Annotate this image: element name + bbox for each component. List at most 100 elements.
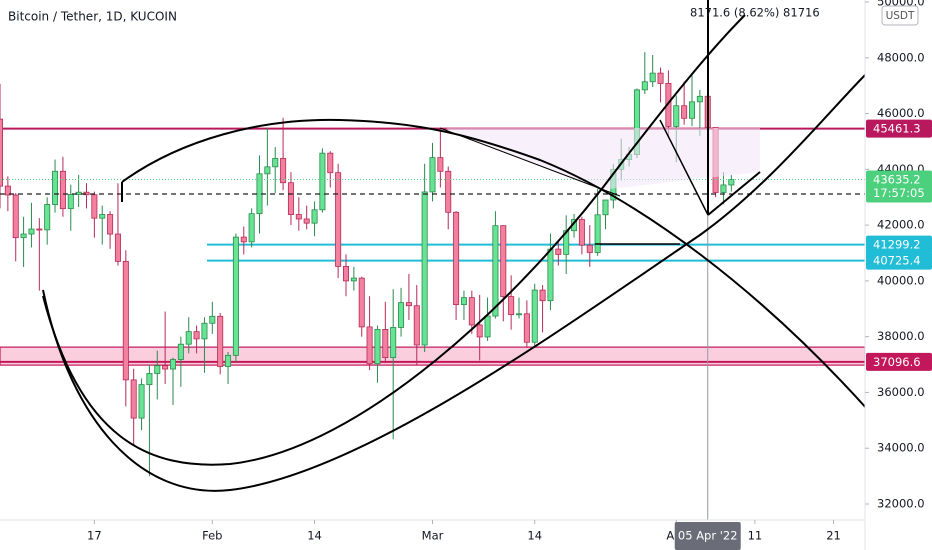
candle-body (460, 297, 467, 305)
candle-body (673, 105, 680, 127)
candle-body (177, 343, 184, 360)
unit-label: USDT (886, 10, 915, 22)
candle-body (107, 214, 114, 235)
thin-trendline (439, 127, 621, 197)
candle-body (52, 170, 59, 205)
candle-body (154, 365, 161, 374)
candle-body (12, 194, 19, 239)
candles (0, 0, 865, 520)
candle-body (602, 199, 609, 216)
candle-body (0, 118, 3, 187)
candle-body (405, 302, 412, 307)
candle-body (146, 373, 153, 386)
bowl-curve-inner (42, 14, 746, 466)
candle-body (390, 327, 397, 358)
trendlines (0, 0, 869, 492)
x-tick-label: 14 (527, 529, 542, 543)
y-tick-label: 50000.0 (877, 0, 925, 9)
candle-body (20, 233, 27, 239)
candle-body (516, 313, 523, 316)
candle-body (484, 315, 491, 338)
candle-body (342, 265, 349, 282)
price-axis-bg (865, 0, 932, 550)
chart-title: Bitcoin / Tether, 1D, KUCOIN (8, 10, 177, 24)
candle-body (287, 182, 294, 215)
candle-body (641, 81, 648, 91)
y-tick-label: 32000.0 (877, 496, 925, 510)
candle-body (547, 248, 554, 302)
candle-body (696, 95, 703, 103)
candle-body (240, 236, 247, 243)
candle-body (358, 277, 365, 328)
level-label-box (866, 352, 932, 371)
candle-body (523, 313, 530, 343)
candle-body (162, 365, 169, 370)
candle-body (138, 384, 145, 419)
candle-body (36, 228, 43, 231)
candle-body (508, 296, 515, 316)
candle-body (555, 248, 562, 255)
measurement: 8171.6 (8.62%) 81716 (690, 6, 820, 20)
candle-body (295, 214, 302, 220)
level-label: 40725.4 (873, 254, 921, 268)
candle-body (303, 218, 310, 224)
candle-body (193, 331, 200, 340)
x-tick-label: 11 (748, 529, 763, 543)
channel-lower (707, 171, 761, 216)
candle-body (319, 152, 326, 211)
candle-body (114, 233, 121, 262)
candle-body (398, 302, 405, 328)
candle-body (382, 329, 389, 358)
candle-body (122, 260, 129, 381)
candle-body (366, 326, 373, 365)
candle-body (476, 324, 483, 338)
candle-body (421, 191, 428, 346)
candle-body (578, 219, 585, 246)
level-label-box (866, 119, 932, 138)
candle-body (169, 359, 176, 370)
candle-body (201, 322, 208, 340)
candle-body (539, 289, 546, 302)
y-tick-label: 46000.0 (877, 106, 925, 120)
x-tick-label: 17 (87, 529, 102, 543)
candle-body (311, 209, 318, 224)
candle-body (429, 157, 436, 193)
candle-body (272, 158, 279, 168)
unit-badge (881, 5, 919, 26)
candle-body (720, 184, 727, 193)
level-label-box (866, 235, 932, 254)
dome-curve (121, 118, 869, 411)
x-tick-label: Mar (422, 529, 444, 543)
candle-body (657, 72, 664, 84)
crosshair-label: 05 Apr '22 (678, 529, 738, 543)
x-tick-label: 21 (826, 529, 841, 543)
candle-body (335, 172, 342, 267)
candle-body (437, 157, 444, 172)
candle-body (209, 315, 216, 324)
wedge-line (659, 119, 709, 216)
candle-body (75, 191, 82, 195)
candle-body (99, 214, 106, 219)
candle-body (327, 152, 334, 174)
level-label: 45461.3 (873, 122, 921, 136)
candle-body (130, 379, 137, 419)
candle-body (91, 194, 98, 219)
last-price-label: 43635.2 (873, 173, 921, 187)
candle-body (67, 194, 74, 210)
y-tick-label: 36000.0 (877, 385, 925, 399)
y-tick-label: 34000.0 (877, 441, 925, 455)
bowl-curve-outer (42, 71, 869, 492)
candle-body (689, 101, 696, 119)
countdown: 17:57:05 (873, 186, 925, 200)
candle-body (59, 170, 66, 210)
level-label: 37096.6 (873, 355, 921, 369)
candle-body (649, 72, 656, 83)
candle-body (468, 297, 475, 326)
y-tick-label: 38000.0 (877, 329, 925, 343)
y-tick-label: 42000.0 (877, 218, 925, 232)
candle-body (28, 228, 35, 235)
candle-body (248, 213, 255, 243)
